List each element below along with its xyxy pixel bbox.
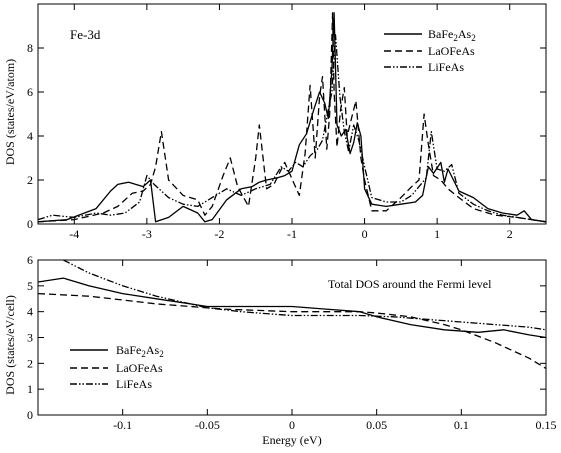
top-legend-label-bafe2as2: BaFe2As2	[428, 27, 476, 43]
bottom-x-tick-label: 0.15	[536, 418, 557, 432]
bottom-series-laofeas	[38, 292, 546, 370]
top-y-tick-label: 6	[27, 85, 33, 99]
bottom-legend-label-lifeas: LiFeAs	[116, 377, 152, 391]
bottom-series-lifeas	[63, 260, 546, 331]
top-x-tick-label: -2	[214, 227, 224, 241]
bottom-y-tick-label: 5	[27, 279, 33, 293]
bottom-y-tick-label: 4	[27, 305, 33, 319]
top-x-tick-label: -1	[287, 227, 297, 241]
top-panel: DOS (states/eV/atom) -4 -3 -2 -1 0 1 2 0 2 4 6 8 Fe…	[3, 3, 547, 241]
top-tick-marks: -4 -3 -2 -1 0 1 2 0 2 4 6 8	[27, 4, 546, 241]
bottom-plot-frame	[37, 259, 547, 416]
bottom-plot-area	[38, 260, 546, 370]
y-axis-title-top: DOS (states/eV/atom)	[3, 59, 17, 165]
top-y-tick-label: 2	[27, 173, 33, 187]
bottom-y-tick-label: 3	[27, 331, 33, 345]
y-axis-title-bottom: DOS (states/eV/cell)	[3, 295, 17, 395]
top-series-lifeas	[38, 34, 546, 223]
top-x-tick-label: 2	[507, 227, 513, 241]
top-annotation: Fe-3d	[70, 27, 101, 42]
bottom-annotation: Total DOS around the Fermi level	[328, 277, 492, 291]
bottom-panel: DOS (states/eV/cell) -0.1 -0.05 0 0.05 0.1 0.…	[3, 253, 557, 447]
top-series-laofeas	[38, 12, 546, 223]
bottom-y-tick-label: 1	[27, 382, 33, 396]
bottom-x-tick-label: -0.05	[195, 418, 220, 432]
top-legend-label-laofeas: LaOFeAs	[428, 44, 475, 58]
x-axis-title-bottom: Energy (eV)	[262, 433, 321, 447]
bottom-y-tick-label: 0	[27, 408, 33, 422]
top-y-tick-label: 4	[27, 129, 33, 143]
top-x-tick-label: 1	[434, 227, 440, 241]
bottom-legend-label-bafe2as2: BaFe2As2	[116, 343, 164, 359]
bottom-x-tick-label: -0.1	[113, 418, 132, 432]
bottom-legend: BaFe2As2 LaOFeAs LiFeAs	[70, 343, 164, 391]
bottom-x-tick-label: 0.1	[454, 418, 469, 432]
bottom-series-bafe2as2	[38, 277, 546, 339]
top-legend-label-lifeas: LiFeAs	[428, 60, 464, 74]
top-plot-area	[38, 12, 546, 223]
top-plot-frame	[37, 3, 547, 225]
top-legend: BaFe2As2 LaOFeAs LiFeAs	[384, 27, 476, 74]
bottom-y-tick-label: 2	[27, 356, 33, 370]
top-x-tick-label: -3	[142, 227, 152, 241]
bottom-x-tick-label: 0.05	[366, 418, 387, 432]
top-y-tick-label: 8	[27, 41, 33, 55]
top-x-tick-label: 0	[362, 227, 368, 241]
bottom-legend-label-laofeas: LaOFeAs	[116, 361, 163, 375]
bottom-x-tick-label: 0	[289, 418, 295, 432]
bottom-tick-marks: -0.1 -0.05 0 0.05 0.1 0.15 0 1 2 3 4 5 6	[27, 253, 557, 432]
bottom-y-tick-label: 6	[27, 253, 33, 267]
top-y-tick-label: 0	[27, 217, 33, 231]
top-x-tick-label: -4	[69, 227, 79, 241]
